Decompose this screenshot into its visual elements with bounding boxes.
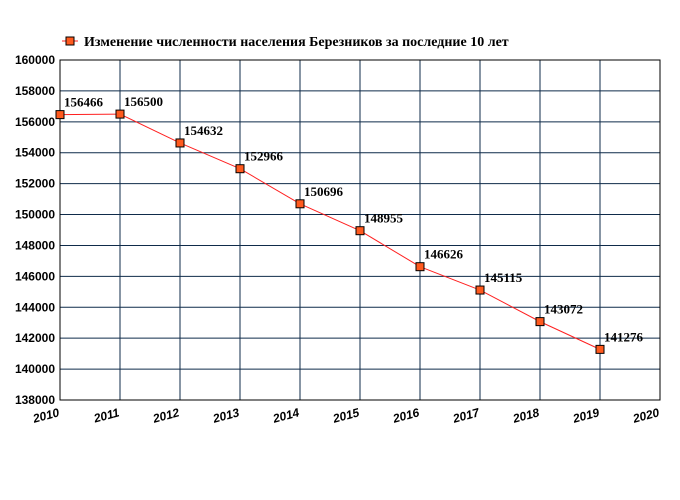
data-label: 154632 bbox=[184, 123, 223, 138]
y-tick-labels: 138000 140000 142000 144000 146000 148000 1500… bbox=[15, 53, 55, 407]
x-tick-label: 2013 bbox=[210, 405, 241, 426]
series-line bbox=[59, 113, 601, 350]
y-tick-label: 152000 bbox=[15, 177, 55, 191]
legend: Изменение численности населения Березник… bbox=[62, 35, 509, 50]
y-tick-label: 154000 bbox=[15, 146, 55, 160]
y-tick-label: 138000 bbox=[15, 393, 55, 407]
data-point bbox=[595, 344, 605, 354]
y-tick-label: 150000 bbox=[15, 208, 55, 222]
y-tick-label: 146000 bbox=[15, 269, 55, 283]
y-tick-label: 142000 bbox=[15, 331, 55, 345]
data-label: 156500 bbox=[124, 94, 163, 109]
data-point bbox=[415, 262, 425, 272]
data-point bbox=[115, 109, 125, 119]
x-tick-label: 2016 bbox=[390, 405, 421, 426]
data-label: 150696 bbox=[304, 184, 344, 199]
data-point bbox=[355, 226, 365, 236]
axes bbox=[59, 59, 661, 401]
data-point bbox=[235, 164, 245, 174]
y-tick-label: 160000 bbox=[15, 53, 55, 67]
x-tick-label: 2015 bbox=[330, 405, 361, 426]
x-tick-label: 2020 bbox=[630, 405, 661, 426]
data-label: 145115 bbox=[484, 270, 523, 285]
x-tick-label: 2017 bbox=[450, 405, 482, 426]
data-label: 152966 bbox=[244, 149, 284, 164]
data-label: 141276 bbox=[604, 329, 644, 344]
data-label: 143072 bbox=[544, 302, 583, 317]
y-tick-label: 156000 bbox=[15, 115, 55, 129]
x-tick-label: 2014 bbox=[270, 405, 301, 426]
legend-marker bbox=[65, 36, 75, 46]
data-label: 146626 bbox=[424, 247, 464, 262]
x-tick-labels: 2010 2011 2012 2013 2014 2015 2016 2017 2018 2019… bbox=[30, 405, 661, 426]
data-point bbox=[55, 110, 65, 120]
y-tick-label: 140000 bbox=[15, 362, 55, 376]
y-tick-label: 144000 bbox=[15, 300, 55, 314]
data-point bbox=[475, 285, 485, 295]
data-point bbox=[535, 317, 545, 327]
x-tick-label: 2010 bbox=[30, 405, 61, 426]
x-tick-label: 2019 bbox=[570, 405, 601, 426]
data-label: 148955 bbox=[364, 211, 404, 226]
data-label: 156466 bbox=[64, 95, 104, 110]
data-point bbox=[295, 199, 305, 209]
x-tick-label: 2018 bbox=[510, 405, 541, 426]
plot-frame bbox=[59, 59, 661, 401]
data-point bbox=[175, 138, 185, 148]
series bbox=[55, 109, 605, 354]
x-tick-label: 2011 bbox=[91, 405, 121, 426]
legend-label: Изменение численности населения Березник… bbox=[84, 35, 509, 50]
y-tick-label: 148000 bbox=[15, 238, 55, 252]
y-tick-label: 158000 bbox=[15, 84, 55, 98]
data-labels: 156466 156500 154632 152966 150696 148955 1466… bbox=[64, 94, 644, 344]
x-tick-label: 2012 bbox=[150, 405, 181, 426]
